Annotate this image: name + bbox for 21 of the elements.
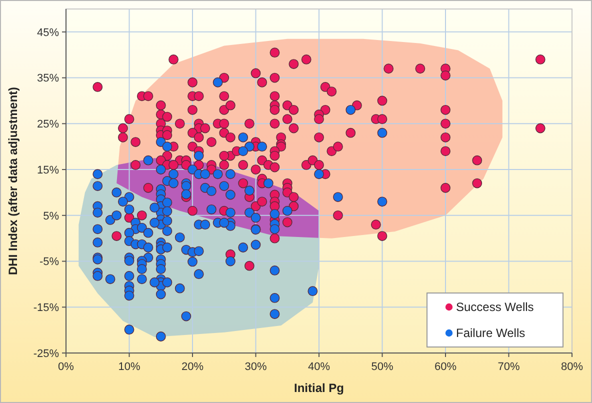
x-axis-title: Initial Pg [294, 381, 344, 395]
x-tick-label: 30% [244, 361, 267, 373]
y-tick-label: 25% [36, 118, 60, 131]
y-tick-label: 5% [43, 210, 60, 222]
y-tick-label: 15% [36, 164, 60, 176]
x-tick-label: 50% [371, 361, 394, 373]
y-tick-label: -15% [33, 302, 60, 314]
y-tick-label: -25% [33, 348, 60, 360]
y-tick-label: 45% [36, 26, 60, 39]
x-tick-label: 20% [181, 361, 204, 373]
y-axis-title: DHI Index (after data adjustment) [6, 86, 20, 276]
x-tick-label: 40% [308, 361, 330, 373]
y-tick-label: -5% [39, 256, 60, 268]
x-tick-label: 60% [434, 361, 457, 373]
x-tick-label: 70% [498, 361, 520, 373]
x-tick-label: 0% [58, 361, 74, 373]
x-tick-label: 80% [560, 361, 584, 373]
y-tick-label: 35% [36, 72, 60, 85]
legend-label: Failure Wells [456, 326, 526, 340]
x-tick-label: 10% [118, 361, 140, 373]
legend-label: Success Wells [456, 300, 534, 314]
